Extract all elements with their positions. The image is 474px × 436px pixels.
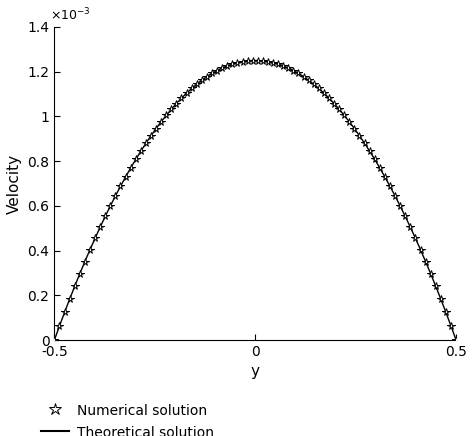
X-axis label: y: y	[251, 364, 260, 379]
Text: $\times10^{-3}$: $\times10^{-3}$	[50, 7, 91, 24]
Legend: Numerical solution, Theoretical solution: Numerical solution, Theoretical solution	[41, 403, 214, 436]
Y-axis label: Velocity: Velocity	[7, 153, 22, 214]
